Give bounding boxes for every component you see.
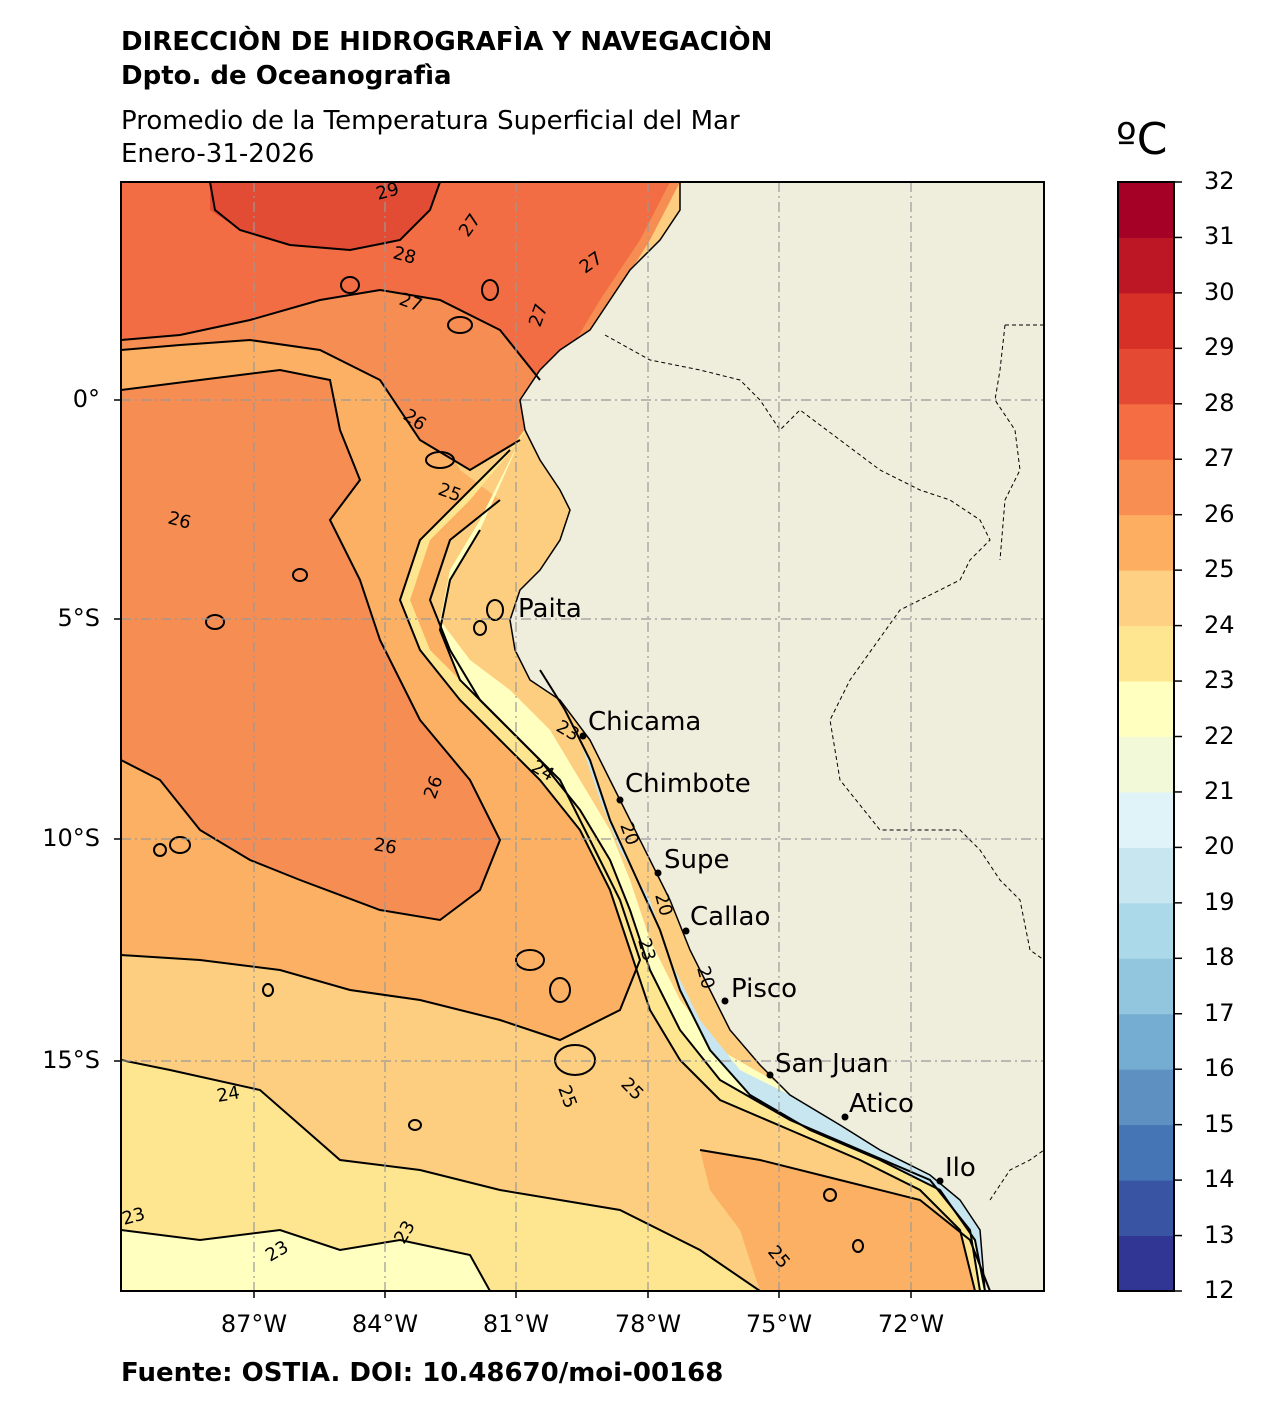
city-marker [579,732,587,740]
national-border [604,334,1044,961]
city-marker [721,997,729,1005]
city-marker [766,1071,774,1079]
department-title: Dpto. de Oceanografìa [121,61,452,91]
colorbar-segment [1118,403,1174,460]
lon-label: 72°W [877,1310,945,1338]
lon-label: 84°W [351,1310,419,1338]
lat-label: 0° [72,385,100,413]
colorbar-tick-label: 30 [1204,277,1235,306]
sea-band-23-24-coastal [400,380,1000,1291]
city-label-atico: Atico [849,1089,914,1119]
organization-title: DIRECCIÒN DE HIDROGRAFÌA Y NAVEGACIÒN [121,27,773,57]
national-border-north [994,324,1044,561]
colorbar-tick-label: 21 [1204,776,1235,805]
lat-label: 5°S [57,604,100,632]
graticule [121,182,1044,1291]
map-frame [120,181,1045,1292]
colorbar-tick-label: 20 [1204,832,1235,861]
colorbar-segment [1118,791,1174,848]
city-markers [579,732,944,1185]
lat-label: 10°S [42,824,100,852]
colorbar-segment [1118,1013,1174,1070]
colorbar-tick-label: 29 [1204,333,1235,362]
city-label-supe: Supe [664,845,730,875]
colorbar-tick-label: 25 [1204,555,1235,584]
map-date: Enero-31-2026 [121,139,315,169]
city-marker [682,927,690,935]
colorbar-tick-label: 32 [1204,167,1235,195]
colorbar-segment [1118,736,1174,793]
colorbar [1118,181,1182,1292]
colorbar-segment [1118,1124,1174,1181]
colorbar-segment [1118,348,1174,405]
colorbar-tick-label: 16 [1204,1054,1235,1083]
colorbar-tick-label: 18 [1204,943,1235,972]
city-label-ilo: Ilo [945,1153,976,1183]
lon-label: 78°W [614,1310,682,1338]
colorbar-segment [1118,847,1174,904]
colorbar-tick-label: 13 [1204,1220,1235,1249]
colorbar-segment [1118,292,1174,349]
lon-label: 87°W [220,1310,288,1338]
colorbar-tick-label: 22 [1204,721,1235,750]
colorbar-segment [1118,182,1174,238]
contour-label: 26 [372,834,398,859]
sea-band-28-29 [210,182,440,250]
sea-band-25-26-south [700,1150,990,1291]
city-marker [616,796,624,804]
colorbar-tick-label: 28 [1204,388,1235,417]
colorbar-segment [1118,514,1174,571]
city-label-san-juan: San Juan [775,1049,889,1079]
colorbar-segment [1118,1069,1174,1126]
city-label-pisco: Pisco [731,974,798,1004]
colorbar-tick-label: 24 [1204,610,1235,639]
colorbar-segment [1118,958,1174,1015]
colorbar-segment [1118,625,1174,682]
colorbar-tick-label: 14 [1204,1165,1235,1194]
lon-label: 75°W [745,1310,813,1338]
colorbar-tick-label: 31 [1204,222,1235,251]
colorbar-segment [1118,237,1174,294]
city-marker [936,1177,944,1185]
city-marker [654,869,662,877]
lon-label: 81°W [482,1310,550,1338]
land-mass [509,182,1044,1291]
city-label-chicama: Chicama [588,707,702,737]
city-label-callao: Callao [690,902,771,932]
colorbar-tick-label: 19 [1204,887,1235,916]
colorbar-segment [1118,681,1174,737]
map-subtitle: Promedio de la Temperatura Superficial d… [121,106,740,136]
colorbar-unit: ºC [1116,114,1168,165]
colorbar-tick-label: 27 [1204,444,1235,473]
sea-band-26-27 [121,370,500,920]
contour-label: 29 [374,179,402,205]
lat-label: 15°S [42,1046,100,1074]
colorbar-segment [1118,1235,1174,1292]
colorbar-tick-label: 17 [1204,998,1235,1027]
colorbar-segment [1118,570,1174,627]
colorbar-segment [1118,459,1174,516]
colorbar-tick-label: 26 [1204,499,1235,528]
sea-band-22-23 [121,1230,490,1291]
colorbar-tick-label: 15 [1204,1109,1235,1138]
contour-label: 24 [215,1082,241,1107]
colorbar-tick-label: 23 [1204,666,1235,695]
data-source: Fuente: OSTIA. DOI: 10.48670/moi-00168 [121,1358,724,1388]
city-label-paita: Paita [518,594,582,624]
city-label-chimbote: Chimbote [625,769,751,799]
city-marker [841,1113,849,1121]
colorbar-tick-label: 12 [1204,1276,1235,1304]
axis-ticks [114,399,912,1298]
colorbar-segment [1118,1180,1174,1237]
colorbar-segment [1118,902,1174,959]
colorbar-frame [1117,181,1175,1292]
contour-lines [121,182,991,1291]
